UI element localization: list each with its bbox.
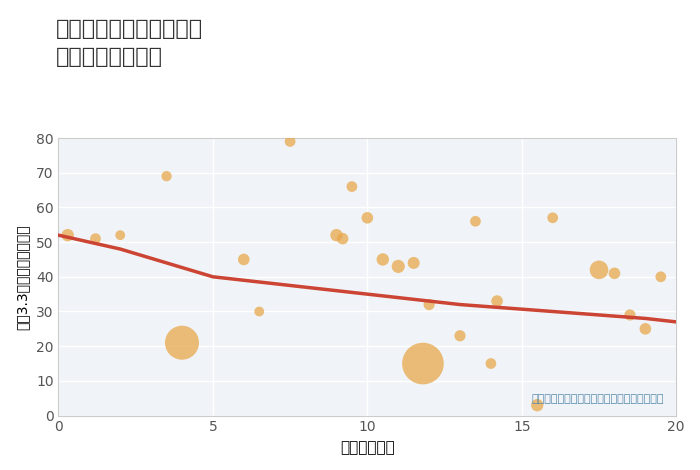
Point (176, 339, 188, 346)
Point (470, 218, 481, 225)
Text: 奈良県奈良市高天市町の
駅距離別土地価格: 奈良県奈良市高天市町の 駅距離別土地価格 (56, 19, 203, 67)
Y-axis label: 坪（3.3㎡）単価（万円）: 坪（3.3㎡）単価（万円） (15, 224, 29, 329)
Point (393, 263, 404, 270)
Point (609, 270, 620, 277)
Point (90, 235, 101, 243)
Point (346, 183, 358, 190)
Point (115, 231, 126, 239)
Point (531, 401, 542, 409)
Point (253, 308, 265, 315)
Point (485, 360, 496, 367)
Point (161, 172, 172, 180)
Point (331, 231, 342, 239)
Point (655, 273, 666, 281)
X-axis label: 駅距離（分）: 駅距離（分） (340, 440, 395, 455)
Point (424, 301, 435, 308)
Point (417, 360, 428, 367)
Point (624, 311, 636, 319)
Point (62, 231, 74, 239)
Point (594, 266, 605, 274)
Point (284, 138, 295, 145)
Point (238, 256, 249, 263)
Point (362, 214, 373, 221)
Point (491, 298, 503, 305)
Point (408, 259, 419, 266)
Point (377, 256, 388, 263)
Text: 円の大きさは、取引のあった物件面積を示す: 円の大きさは、取引のあった物件面積を示す (531, 394, 664, 405)
Point (337, 235, 348, 243)
Point (454, 332, 466, 339)
Point (547, 214, 559, 221)
Point (640, 325, 651, 333)
